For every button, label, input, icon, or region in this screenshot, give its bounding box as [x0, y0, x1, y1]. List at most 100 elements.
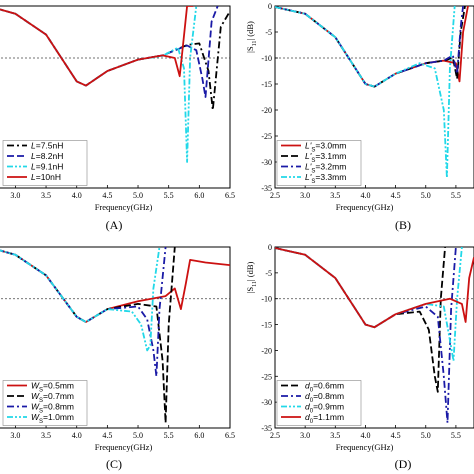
legend-label-symbol: L'	[305, 162, 312, 172]
x-tick-label: 4.0	[360, 431, 370, 440]
series-group	[0, 6, 230, 163]
legend-label-value: =1.0mm	[43, 412, 74, 422]
y-tick-label: -35	[261, 184, 272, 193]
legend-label-symbol: L	[31, 172, 36, 182]
legend-label-value: =10nH	[36, 172, 61, 182]
panel-caption: (B)	[395, 218, 411, 232]
legend-label-value: =0.7mm	[43, 391, 74, 401]
legend-label-symbol: d	[305, 381, 310, 391]
y-tick-label: -25	[261, 372, 272, 381]
x-tick-label: 5.0	[421, 431, 431, 440]
legend-box	[2, 140, 88, 186]
legend-label-value: =3.2mm	[315, 162, 346, 172]
y-tick-label: -25	[261, 132, 272, 141]
x-axis-label: Frequency(GHz)	[95, 202, 153, 212]
legend-label-value: =8.2nH	[36, 151, 64, 161]
legend-box	[276, 380, 362, 426]
series-group	[0, 247, 230, 424]
panel-caption: (A)	[106, 218, 123, 232]
legend-label-sub: 0	[310, 388, 314, 394]
y-tick-label: -30	[261, 398, 272, 407]
series-line	[0, 247, 176, 424]
legend-label-sub: S	[311, 158, 315, 164]
legend-label-sub: 0	[310, 419, 314, 425]
legend-label-symbol: L	[31, 162, 36, 172]
legend-label: WS=0.7mm	[31, 391, 74, 404]
x-tick-label: 3.0	[10, 191, 20, 200]
legend-label: WS=0.8mm	[31, 402, 74, 415]
x-tick-label: 6.5	[225, 191, 235, 200]
legend-label-value: =0.8mm	[43, 402, 74, 412]
plot-frame	[274, 246, 474, 429]
series-line	[0, 247, 167, 378]
legend-label-sub: S	[311, 179, 315, 185]
x-tick-label: 2.5	[270, 191, 280, 200]
y-tick-label: -20	[261, 106, 272, 115]
legend-label-value: =0.9mm	[313, 402, 344, 412]
series-line	[0, 247, 161, 352]
legend-label: L'S=3.3mm	[305, 172, 346, 185]
legend-label-sub: S	[39, 409, 43, 415]
legend-label-value: =3.1mm	[315, 151, 346, 161]
plot-frame	[274, 5, 474, 189]
y-axis-label-sub: 11	[252, 41, 258, 47]
legend-label-sub: S	[39, 419, 43, 425]
x-tick-label: 5.0	[133, 431, 143, 440]
x-tick-label: 3.0	[300, 431, 310, 440]
legend-label: d0=0.9mm	[305, 402, 344, 415]
series-line	[275, 247, 474, 329]
x-tick-label: 6.5	[225, 431, 235, 440]
y-tick-label: -10	[261, 54, 272, 63]
y-tick-label: 0	[268, 243, 272, 252]
legend-label-symbol: d	[305, 402, 310, 412]
legend-label-sub: 0	[310, 409, 314, 415]
legend-label: L'S=3.1mm	[305, 151, 346, 164]
series-line	[0, 249, 230, 323]
legend-label-sub: S	[311, 169, 315, 175]
legend-label: L=9.1nH	[31, 162, 63, 172]
y-tick-label: -15	[261, 321, 272, 330]
plot-frame	[0, 5, 231, 189]
y-axis-label-main: |S	[245, 46, 255, 53]
x-tick-label: 3.5	[41, 191, 51, 200]
x-tick-label: 3.5	[41, 431, 51, 440]
legend-box	[276, 140, 362, 186]
x-tick-label: 3.0	[10, 431, 20, 440]
y-tick-label: -20	[261, 346, 272, 355]
legend-label: L=8.2nH	[31, 151, 63, 161]
series-line	[275, 247, 463, 362]
series-line	[0, 6, 194, 87]
legend-box	[2, 380, 88, 426]
legend-label-symbol: L	[31, 151, 36, 161]
x-tick-label: 6.0	[194, 431, 204, 440]
x-axis-label: Frequency(GHz)	[95, 442, 153, 452]
y-axis-label-rest: | (dB)	[245, 21, 255, 41]
series-line	[275, 6, 464, 88]
legend-label: L=10nH	[31, 172, 61, 182]
legend-label-symbol: W	[31, 402, 40, 412]
legend-label-symbol: W	[31, 412, 40, 422]
legend-label-symbol: d	[305, 412, 310, 422]
legend-label-value: =3.3mm	[315, 172, 346, 182]
y-axis-label: |S11| (dB)	[245, 262, 258, 294]
y-tick-label: -30	[261, 158, 272, 167]
y-axis-label-main: |S	[245, 287, 255, 294]
x-tick-label: 5.5	[451, 431, 461, 440]
y-tick-label: -15	[261, 80, 272, 89]
legend-label-value: =1.1mm	[313, 412, 344, 422]
legend-label: WS=0.5mm	[31, 381, 74, 394]
series-line	[275, 247, 446, 393]
y-axis-label-rest: | (dB)	[245, 262, 255, 282]
legend-label: L=7.5nH	[31, 141, 63, 151]
x-tick-label: 4.5	[102, 191, 112, 200]
series-line	[0, 8, 230, 111]
x-tick-label: 4.5	[102, 431, 112, 440]
legend-label-value: =0.5mm	[43, 381, 74, 391]
legend-label-value: =7.5nH	[36, 141, 64, 151]
legend-label-sub: 0	[310, 398, 314, 404]
legend-label: L'S=3.2mm	[305, 162, 346, 175]
y-axis-label: |S11| (dB)	[245, 21, 258, 53]
legend-label-symbol: L'	[305, 141, 312, 151]
x-tick-label: 4.0	[360, 191, 370, 200]
legend-label-symbol: L	[31, 141, 36, 151]
